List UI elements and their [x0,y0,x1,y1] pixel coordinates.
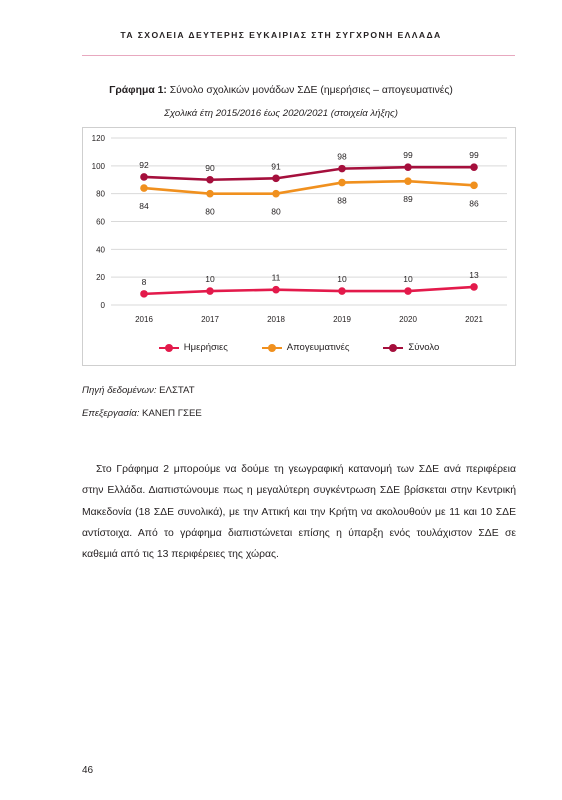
data-label: 80 [205,207,215,217]
x-tick-label: 2017 [201,315,219,324]
figure-label: Γράφημα 1: [109,85,167,96]
data-label: 11 [272,273,281,283]
y-tick-label: 100 [92,162,106,171]
y-tick-label: 40 [96,245,105,254]
data-point [404,177,412,185]
data-label: 10 [337,274,347,284]
data-point [470,283,478,291]
x-tick-label: 2021 [465,315,483,324]
data-point [470,181,478,190]
data-point [404,163,412,172]
legend-swatch [261,343,282,352]
page-number: 46 [82,765,94,776]
chart-legend: Ημερήσιες Απογευματινές Σύνολο [83,342,515,353]
body-paragraph: Στο Γράφημα 2 μπορούμε να δούμε τη γεωγρ… [82,464,516,561]
data-label: 10 [205,274,215,284]
x-tick-label: 2018 [267,315,285,324]
x-tick-label: 2020 [399,315,417,324]
source-label: Πηγή δεδομένων: [82,385,157,396]
data-label: 84 [139,201,149,211]
y-tick-label: 120 [92,134,106,143]
data-point [272,285,280,294]
data-label: 8 [142,277,147,287]
series-line [143,285,475,296]
legend-entry: Ημερήσιες [158,342,228,353]
chart-canvas: 0 20 40 60 80 100 120 2016 2017 2018 2019 2020 2021 8… [92,134,507,324]
body-text: Στο Γράφημα 2 μπορούμε να δούμε τη γεωγρ… [82,459,516,565]
processing-label: Επεξεργασία: [82,408,140,419]
data-point [470,163,478,172]
y-tick-label: 20 [96,273,105,282]
data-point [404,287,412,295]
figure-title-text: Σύνολο σχολικών μονάδων ΣΔΕ (ημερήσιες –… [166,85,453,96]
legend-entry: Σύνολο [383,342,439,353]
y-tick-label: 0 [101,301,106,310]
data-label: 99 [469,150,479,160]
legend-label: Απογευματινές [286,342,350,353]
y-tick-label: 80 [96,190,105,199]
data-point [206,287,214,295]
data-point [140,290,148,298]
legend-entry: Απογευματινές [261,342,350,353]
processing-value: ΚΑΝΕΠ ΓΣΕΕ [139,408,202,419]
data-label: 80 [271,207,281,217]
legend-label: Ημερήσιες [183,342,228,353]
data-point [272,174,280,183]
series-line [143,165,474,182]
data-label: 89 [403,194,413,204]
data-label: 90 [205,163,215,173]
data-point [338,287,346,295]
y-tick-label: 60 [96,218,105,227]
data-point [338,178,346,187]
data-point [206,189,214,198]
data-label: 98 [337,152,347,162]
data-label: 92 [139,160,149,170]
data-label: 91 [271,161,281,171]
running-head: ΤΑ ΣΧΟΛΕΙΑ ΔΕΥΤΕΡΗΣ ΕΥΚΑΙΡΙΑΣ ΣΤΗ ΣΥΓΧΡΟ… [120,30,442,40]
data-point [338,164,346,173]
data-processing: Επεξεργασία: ΚΑΝΕΠ ΓΣΕΕ [82,408,202,419]
data-point [140,173,148,181]
x-tick-label: 2016 [135,315,153,324]
data-point [140,184,148,192]
header-divider [82,55,515,56]
data-label: 99 [403,150,413,160]
data-label: 13 [469,270,479,280]
data-label: 86 [469,198,479,208]
line-chart: 0 20 40 60 80 100 120 2016 2017 2018 2019 2020 2021 8… [82,127,516,366]
figure-subtitle: Σχολικά έτη 2015/2016 έως 2020/2021 (στο… [164,108,398,119]
legend-swatch [158,343,179,352]
x-tick-label: 2019 [333,315,351,324]
source-value: ΕΛΣΤΑΤ [156,385,195,396]
figure-title: Γράφημα 1: Σύνολο σχολικών μονάδων ΣΔΕ (… [0,85,562,96]
legend-swatch [383,343,404,352]
series-line [143,179,475,195]
data-point [206,175,214,184]
data-label: 88 [337,196,347,206]
data-label: 10 [403,274,413,284]
data-point [272,189,280,198]
data-source: Πηγή δεδομένων: ΕΛΣΤΑΤ [82,385,195,396]
legend-label: Σύνολο [408,342,440,353]
